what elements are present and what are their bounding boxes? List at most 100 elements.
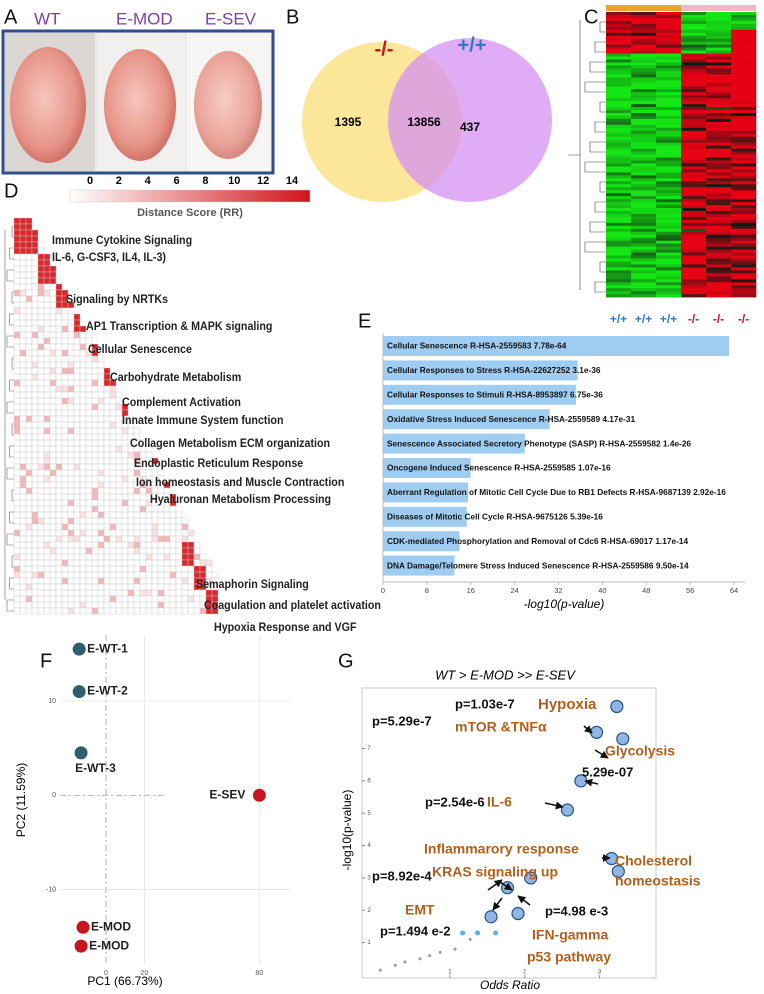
heatmap-cell [43,607,51,615]
heatmap-cell [31,577,39,585]
heatmap-cell [706,163,732,167]
heatmap-cell [49,487,57,495]
heatmap-cell [97,403,105,411]
heatmap-cell [25,553,33,561]
heatmap-cell [61,433,69,441]
heatmap-cell [73,403,81,411]
heatmap-cell [656,258,682,262]
point [438,950,442,954]
heatmap-cell [706,178,732,182]
heatmap-cell [731,258,757,262]
heatmap-cell [656,110,682,114]
heatmap-cell [43,523,51,531]
heatmap-cell [37,301,45,309]
heatmap-cell [157,571,165,579]
heatmap-cell [656,62,682,66]
heatmap-cell [656,291,682,295]
heatmap-cell [91,529,99,537]
heatmap-cell [97,571,105,579]
heatmap-cell [85,535,93,543]
heatmap-cell [731,23,757,28]
heatmap-cell [157,577,165,585]
heatmap-cell [115,595,123,603]
heatmap-cell [19,529,27,537]
heatmap-cell [19,415,27,423]
heatmap-cell [731,279,757,283]
heatmap-cell [97,577,105,585]
heatmap-cell [25,457,33,465]
heatmap-cell [79,445,87,453]
heatmap-cell [49,601,57,609]
heatmap-cell [151,571,159,579]
heatmap-cell [706,243,732,247]
heatmap-cell [631,133,657,138]
heatmap-cell [706,130,732,135]
heatmap-cell [631,112,657,117]
heatmap-cell [55,571,63,579]
heatmap-cell [25,343,33,351]
heatmap-cell [731,237,757,241]
heatmap-cell [631,50,657,54]
heatmap-cell [85,559,93,567]
heatmap-cell [656,71,682,75]
heatmap-cell [79,427,87,435]
heatmap-cell [706,47,732,51]
annotation: 5.29e-07 [582,764,633,779]
heatmap-cell [61,499,69,507]
heatmap-cell [193,595,201,603]
y-tick-label: 0 [52,792,56,799]
heatmap-cell [656,83,682,87]
heatmap-cell [19,235,27,243]
heatmap-cell [631,225,657,230]
heatmap-cell [187,595,195,603]
heatmap-cell [139,547,147,555]
heatmap-cell [127,523,135,531]
heatmap-cell [31,403,39,411]
heatmap-cell [25,331,33,339]
heatmap-cell [187,565,195,573]
heatmap-cell [681,41,707,45]
heatmap-cell [631,219,657,224]
heatmap-cell [31,355,39,363]
heatmap-cell [656,130,682,135]
heatmap-cell [19,337,27,345]
heatmap-cell [91,487,99,495]
heatmap-cell [67,481,75,489]
heatmap-cell [127,475,135,483]
heatmap-cell [13,397,21,405]
heatmap-cell [25,271,33,279]
heatmap-cell [79,337,87,345]
heatmap-cell [43,307,51,315]
heatmap-cell [43,367,51,375]
bar [383,384,576,405]
heatmap-cell [25,505,33,513]
heatmap-cell [91,427,99,435]
heatmap-cell [49,301,57,309]
heatmap-cell [37,307,45,315]
heatmap-cell [731,205,757,209]
heatmap-cell [109,481,117,489]
heatmap-cell [681,142,707,146]
heatmap-cell [706,199,732,203]
heatmap-cell [133,427,141,435]
heatmap-cell [37,265,45,273]
heatmap-cell [127,511,135,519]
heatmap-cell [731,145,757,149]
heatmap-cell [91,541,99,549]
heatmap-cell [127,541,135,549]
heatmap-cell [13,505,21,513]
heatmap-cell [31,415,39,423]
heatmap-cell [25,265,33,273]
annotation: Inflammarory response [424,841,579,857]
heatmap-cell [731,101,757,105]
heatmap-cell [606,98,632,102]
heatmap-cell [145,601,153,609]
heatmap-cell [25,223,33,231]
heatmap-cell [169,595,177,603]
heatmap-cell [731,193,757,197]
heatmap-cell [43,457,51,465]
heatmap-cell [731,62,757,66]
heatmap-cell [606,32,632,37]
heatmap-cell [631,267,657,271]
heatmap-cell [181,571,189,579]
